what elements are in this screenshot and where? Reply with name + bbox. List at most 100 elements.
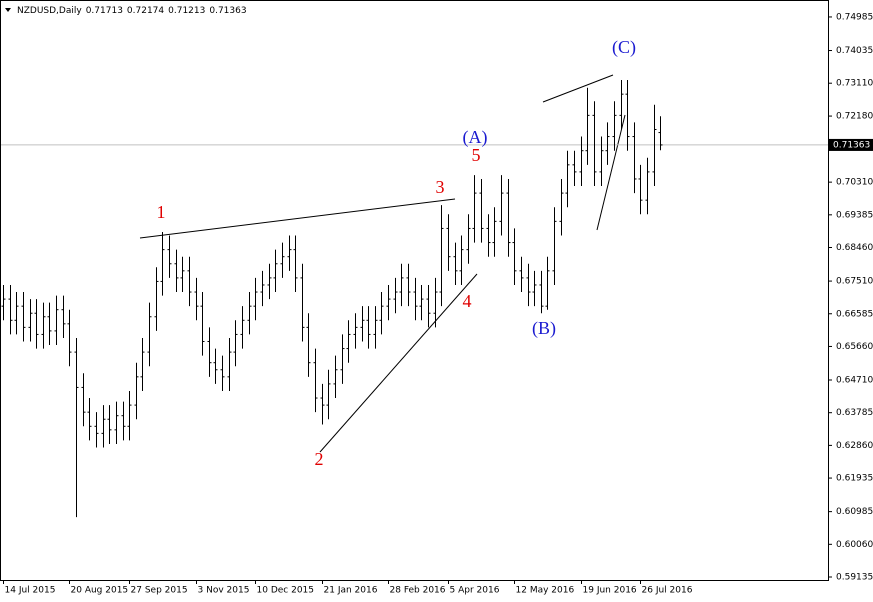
ohlc-bar — [8, 284, 13, 335]
y-tick-label: 0.69385 — [836, 210, 873, 220]
ohlc-bar — [506, 178, 511, 257]
y-tick-label: 0.72180 — [836, 112, 873, 122]
y-tick-label: 0.62860 — [836, 441, 873, 451]
wave-label: 2 — [315, 449, 324, 469]
ohlc-bar — [572, 150, 577, 187]
ohlc-bar — [605, 122, 610, 165]
ohlc-bar — [94, 412, 99, 448]
x-tick-label: 19 Jun 2016 — [583, 586, 637, 596]
ohlc-bar — [599, 136, 604, 187]
trend-line — [139, 198, 456, 239]
ohlc-bar — [41, 302, 46, 349]
header-value: 0.71363 — [209, 6, 246, 16]
ohlc-bar — [134, 362, 139, 420]
ohlc-bar — [213, 348, 218, 384]
ohlc-bar — [340, 334, 345, 384]
wave-label: 1 — [157, 202, 166, 222]
chart-header: NZDUSD,Daily 0.71713 0.72174 0.71213 0.71363 — [17, 6, 247, 16]
ohlc-bar — [379, 292, 384, 335]
ohlc-bar — [21, 292, 26, 342]
ohlc-bar — [207, 327, 212, 377]
ohlc-bar — [645, 157, 650, 215]
ohlc-bar — [366, 306, 371, 349]
ohlc-bar — [426, 284, 431, 328]
ohlc-bar — [638, 164, 643, 215]
y-tick-label: 0.59135 — [836, 572, 873, 582]
header-value: 0.71213 — [168, 6, 205, 16]
ohlc-bar — [552, 207, 557, 285]
x-tick-label: 3 Nov 2015 — [198, 586, 250, 596]
ohlc-bar — [632, 122, 637, 194]
menu-triangle[interactable] — [5, 8, 11, 12]
ohlc-bar — [28, 299, 33, 342]
wave-label: (C) — [612, 37, 636, 58]
ohlc-bar — [333, 355, 338, 399]
ohlc-bar — [154, 267, 159, 331]
x-tick-label: 10 Dec 2015 — [257, 586, 315, 596]
y-tick-label: 0.61935 — [836, 474, 873, 484]
ohlc-bar — [612, 101, 617, 151]
y-tick-label: 0.60985 — [836, 507, 873, 517]
ohlc-bar — [658, 116, 663, 151]
ohlc-bar — [453, 242, 458, 285]
y-tick-label: 0.74985 — [836, 12, 873, 22]
ohlc-bar — [479, 178, 484, 243]
ohlc-bar — [160, 231, 165, 296]
x-tick-label: 26 Jul 2016 — [642, 586, 693, 596]
ohlc-bar — [187, 256, 192, 307]
ohlc-bar — [406, 263, 411, 307]
ohlc-bar — [147, 302, 152, 367]
ohlc-bar — [399, 263, 404, 307]
ohlc-bar — [101, 405, 106, 448]
ohlc-bar — [287, 235, 292, 271]
y-tick-label: 0.70310 — [836, 178, 873, 188]
ohlc-bar — [579, 136, 584, 187]
y-tick-label: 0.63785 — [836, 408, 873, 418]
ohlc-bar — [87, 398, 92, 441]
y-tick-label: 0.74035 — [836, 46, 873, 56]
ohlc-bar — [466, 214, 471, 264]
ohlc-bar — [114, 401, 119, 444]
x-tick-label: 5 Apr 2016 — [450, 586, 500, 596]
ohlc-bar — [47, 302, 52, 346]
ohlc-bar — [459, 235, 464, 285]
ohlc-bar — [61, 295, 66, 338]
ohlc-bar — [107, 405, 112, 444]
ohlc-bar — [253, 277, 258, 321]
ohlc-bar — [300, 263, 305, 342]
last-price-label: 0.71363 — [833, 140, 870, 150]
ohlc-bar — [233, 320, 238, 367]
ohlc-bar — [472, 175, 477, 243]
ohlc-bar — [74, 337, 79, 518]
ohlc-bar — [439, 205, 444, 307]
y-tick-label: 0.67510 — [836, 277, 873, 287]
y-tick-label: 0.68460 — [836, 243, 873, 253]
ohlc-bar — [592, 101, 597, 187]
ohlc-bar — [247, 292, 252, 335]
ohlc-bar — [386, 284, 391, 321]
ohlc-bar — [200, 292, 205, 356]
ohlc-bar — [293, 235, 298, 293]
plot-frame — [0, 0, 829, 581]
x-tick-label: 14 Jul 2015 — [5, 586, 56, 596]
trend-lines — [139, 74, 626, 453]
x-tick-label: 12 May 2016 — [516, 586, 575, 596]
header-value: 0.71713 — [86, 6, 123, 16]
ohlc-bar — [532, 270, 537, 307]
ohlc-bar — [174, 249, 179, 293]
x-tick-label: 20 Aug 2015 — [71, 586, 129, 596]
x-tick-label: 27 Sep 2015 — [131, 586, 188, 596]
ohlc-bar — [492, 207, 497, 257]
ohlc-bar — [313, 348, 318, 413]
ohlc-bar — [267, 263, 272, 300]
ohlc-bar — [360, 306, 365, 342]
ohlc-bar — [393, 277, 398, 314]
ohlc-bar — [273, 249, 278, 293]
ohlc-bar — [260, 270, 265, 307]
ohlc-bar — [240, 306, 245, 349]
symbol: NZDUSD,Daily — [17, 6, 82, 16]
header-value: 0.72174 — [127, 6, 164, 16]
ohlc-bar — [127, 390, 132, 441]
ohlc-bar — [167, 235, 172, 278]
